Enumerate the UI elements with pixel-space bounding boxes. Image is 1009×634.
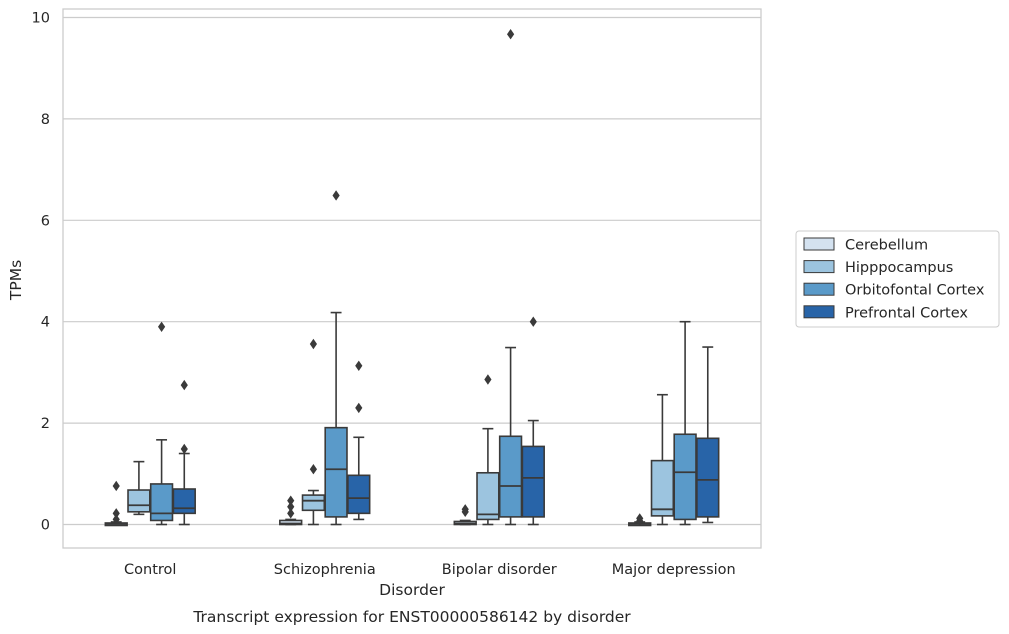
outlier-point [355, 402, 363, 414]
x-tick-label: Major depression [612, 562, 736, 578]
y-tick-label: 10 [32, 11, 50, 27]
outlier-point [157, 321, 166, 332]
box-prefrontal-cortex [347, 360, 371, 521]
box-iqr [650, 459, 675, 517]
box-prefrontal-cortex [696, 346, 720, 524]
box-iqr [521, 445, 545, 518]
outlier-point [112, 508, 120, 519]
box-orbitofontal-cortex [673, 320, 697, 526]
y-axis-ticks: 0 2 4 6 8 10 [32, 11, 50, 534]
x-axis-label: Disorder [379, 581, 445, 599]
box-cerebellum [279, 495, 303, 526]
box-orbitofontal-cortex [324, 190, 348, 526]
box-cerebellum [453, 504, 477, 526]
box-prefrontal-cortex [521, 316, 545, 526]
outlier-point [309, 464, 318, 475]
outlier-point [287, 495, 295, 506]
box-iqr [476, 471, 500, 521]
box-cerebellum [104, 480, 128, 527]
box-iqr [498, 435, 523, 518]
outlier-point [461, 504, 469, 515]
box-hipppocampus [650, 393, 675, 526]
outlier-point [112, 514, 120, 525]
legend-label: Cerebellum [845, 238, 928, 254]
outlier-point [287, 508, 295, 519]
x-tick-label: Schizophrenia [274, 562, 376, 578]
outlier-point [484, 374, 492, 385]
outlier-point [506, 29, 515, 40]
outlier-point [355, 360, 363, 372]
outlier-point [287, 501, 295, 512]
outlier-point [636, 513, 644, 524]
box-iqr [279, 519, 303, 526]
y-tick-label: 2 [41, 416, 50, 432]
box-hipppocampus [127, 460, 151, 516]
x-tick-label: Bipolar disorder [442, 562, 557, 578]
box-iqr [347, 474, 371, 515]
legend: Cerebellum Hipppocampus Orbitofontal Corte… [795, 230, 1000, 328]
box-orbitofontal-cortex [498, 29, 523, 526]
legend-label: Orbitofontal Cortex [845, 283, 985, 299]
y-axis-label: TPMs [7, 260, 25, 301]
y-tick-label: 4 [41, 315, 50, 331]
box-hipppocampus [476, 374, 500, 526]
box-iqr [301, 494, 326, 512]
legend-swatch [803, 260, 835, 274]
legend-label: Hipppocampus [845, 260, 953, 276]
box-orbitofontal-cortex [149, 321, 174, 526]
gridlines [63, 16, 761, 526]
box-prefrontal-cortex [172, 379, 196, 526]
box-iqr [172, 488, 196, 515]
y-tick-label: 0 [41, 518, 50, 534]
legend-swatch [803, 282, 835, 296]
outlier-point [180, 379, 188, 391]
y-tick-label: 8 [41, 112, 50, 128]
box-iqr [673, 433, 697, 521]
plot-frame [62, 8, 762, 549]
box-cerebellum [628, 513, 652, 527]
box-iqr [127, 489, 151, 513]
legend-label: Prefrontal Cortex [845, 305, 968, 321]
outlier-point [180, 443, 188, 455]
outlier-point [529, 316, 537, 327]
chart-caption: Transcript expression for ENST0000058614… [192, 608, 631, 626]
box-hipppocampus [301, 338, 326, 526]
y-tick-label: 6 [41, 213, 50, 229]
legend-frame [795, 230, 1000, 328]
legend-swatch [803, 237, 835, 251]
outlier-point [332, 190, 340, 201]
legend-swatch [803, 305, 835, 319]
x-axis-ticks: Control Schizophrenia Bipolar disorder Majo… [124, 562, 736, 578]
x-tick-label: Control [124, 562, 176, 578]
box-plot-series [104, 29, 720, 527]
box-iqr [696, 437, 720, 518]
outlier-point [112, 480, 120, 492]
box-iqr [324, 426, 348, 518]
box-iqr [149, 483, 174, 522]
outlier-point [309, 338, 318, 350]
